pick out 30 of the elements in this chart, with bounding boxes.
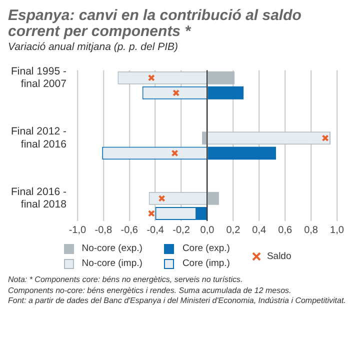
x-tick-label: 0,0 <box>200 224 215 236</box>
chart-subtitle: Variació anual mitjana (p. p. del PIB) <box>8 41 180 53</box>
text: Font: a partir de dades del Banc d'Espanya i del Ministeri d'Economia, Indústria i Competitivitat. <box>8 296 347 306</box>
x-tick-label: -1,0 <box>68 224 86 236</box>
x-tick-label: 1,0 <box>330 224 344 236</box>
point <box>172 89 180 96</box>
chart-title: Espanya: canvi en la contribució al saldo corrent per components * <box>8 7 302 40</box>
point <box>148 210 155 217</box>
text: Nota: * Components core: béns no energètics, serveis no turístics. <box>8 275 244 286</box>
legend-label: No-core (exp.) <box>82 243 142 254</box>
x-tick-label: 0,2 <box>226 224 241 236</box>
point <box>158 194 166 202</box>
legend-label: Saldo <box>266 250 292 262</box>
y-tick-label: Final 1995 - final 2007 <box>10 65 67 90</box>
x-tick-label: 0,4 <box>252 224 267 236</box>
y-tick-label: Final 2012 - final 2016 <box>10 126 67 150</box>
point <box>322 134 329 142</box>
legend-label: No-core (imp.) <box>82 258 142 269</box>
x-tick-label: -0,4 <box>146 224 164 236</box>
legend-label: Core (imp.) <box>182 258 230 269</box>
y-tick-label: Final 2016 - final 2018 <box>10 186 67 211</box>
x-tick-label: -0,6 <box>120 224 138 236</box>
legend-label: Core (exp.) <box>182 243 230 254</box>
x-tick-label: 0,8 <box>304 224 318 236</box>
x-tick-label: -0,2 <box>172 224 190 236</box>
text: Components no-core: béns energètics i rendes. Suma acumulada de 12 mesos. <box>8 286 292 296</box>
point <box>171 150 178 157</box>
x-tick-label: 0,6 <box>278 224 292 236</box>
x-tick-label: -0,8 <box>94 224 112 236</box>
point <box>148 74 155 82</box>
